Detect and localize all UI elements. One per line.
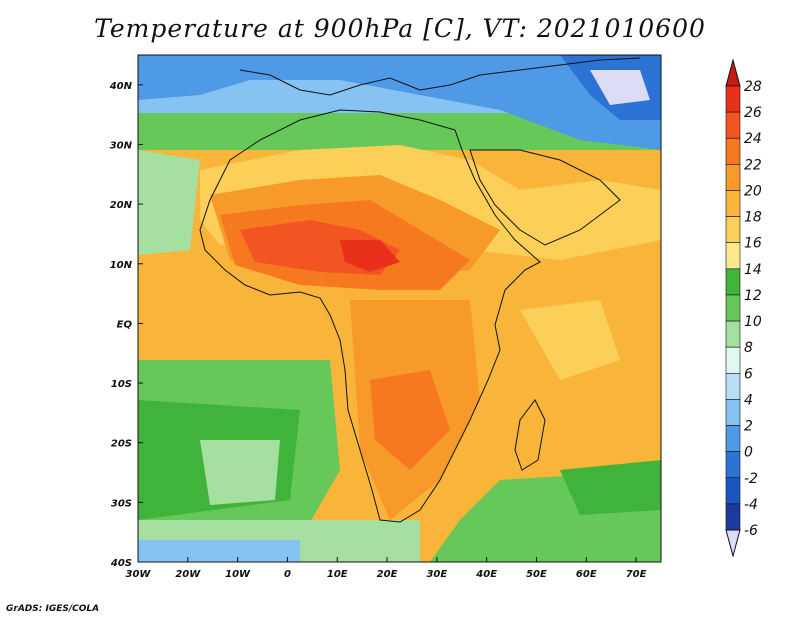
colorbar-label: 6	[744, 366, 753, 382]
lon-tick-label: 10W	[225, 569, 251, 580]
colorbar-swatch	[725, 320, 741, 348]
lat-tick-label: 20N	[110, 200, 133, 211]
colorbar-label: -2	[744, 471, 758, 487]
colorbar-top-arrow	[725, 58, 741, 87]
colorbar-label: 4	[744, 392, 753, 408]
colorbar-label: 14	[744, 262, 762, 278]
africa-coastline	[199, 109, 541, 523]
colorbar-label: 24	[744, 131, 762, 147]
lon-tick-label: 20W	[175, 569, 201, 580]
lon-tick-label: 20E	[377, 569, 398, 580]
colorbar-swatch	[725, 477, 741, 505]
lon-tick-label: 40E	[475, 569, 497, 580]
lon-tick-label: 30E	[426, 569, 447, 580]
colorbar-swatch	[725, 425, 741, 452]
lat-tick-label: 40N	[109, 81, 133, 92]
lon-tick-label: 30W	[126, 569, 152, 580]
colorbar-swatch	[725, 268, 741, 296]
arabia-outline	[469, 149, 621, 246]
colorbar-swatch	[725, 85, 741, 113]
madagascar-outline	[514, 399, 546, 471]
colorbar-label: 18	[744, 210, 762, 226]
colorbar-swatch	[725, 111, 741, 139]
lat-tick-label: EQ	[117, 319, 133, 330]
lat-tick-label: 30N	[110, 140, 133, 151]
colorbar-swatch	[725, 372, 741, 400]
colorbar-swatch	[725, 451, 741, 479]
colorbar-label: 28	[744, 79, 762, 95]
colorbar-label: 8	[744, 340, 753, 356]
colorbar-label: 12	[744, 288, 762, 304]
colorbar-label: 26	[744, 105, 762, 121]
colorbar-swatch	[725, 346, 741, 374]
temperature-field	[138, 55, 661, 562]
lon-tick-label: 70E	[626, 569, 647, 580]
lon-tick-label: 10E	[327, 569, 348, 580]
colorbar-label: 22	[744, 157, 762, 173]
colorbar-bottom-arrow	[725, 529, 741, 558]
colorbar-swatch	[725, 137, 741, 165]
lon-tick-label: 0	[284, 569, 291, 580]
colorbar-label: 10	[744, 314, 762, 330]
map-panel	[137, 54, 662, 563]
lon-tick-label: 50E	[526, 569, 547, 580]
colorbar-swatch	[725, 190, 741, 217]
colorbar-label: -6	[744, 523, 758, 539]
lat-tick-label: 10S	[111, 379, 132, 390]
lon-tick-label: 60E	[576, 569, 597, 580]
colorbar-label: -4	[744, 497, 758, 513]
colorbar-swatch	[725, 216, 741, 244]
axis-ticks: 30W 20W 10W 0 10E 20E 30E 40E 50E 60E 70E 40N 30N 20N…	[109, 81, 647, 580]
europe-coastline	[239, 57, 641, 96]
colorbar-swatch	[725, 294, 741, 322]
lat-tick-label: 40S	[110, 558, 132, 569]
footer-credit: GrADS: IGES/COLA	[6, 604, 100, 614]
lat-tick-label: 10N	[110, 260, 133, 271]
colorbar-swatch	[725, 503, 741, 531]
colorbar-label: 16	[744, 236, 762, 252]
colorbar-label: 2	[744, 419, 753, 435]
lat-tick-label: 20S	[111, 439, 132, 450]
lat-tick-label: 30S	[111, 498, 132, 509]
colorbar-label: 20	[744, 183, 762, 199]
map-title: Temperature at 900hPa [C], VT: 202101060…	[94, 14, 706, 43]
colorbar-label: 0	[744, 445, 753, 461]
colorbar-swatch	[725, 399, 741, 426]
map-border	[137, 54, 662, 563]
colorbar-swatch	[725, 164, 741, 191]
colorbar-swatch	[725, 242, 741, 270]
